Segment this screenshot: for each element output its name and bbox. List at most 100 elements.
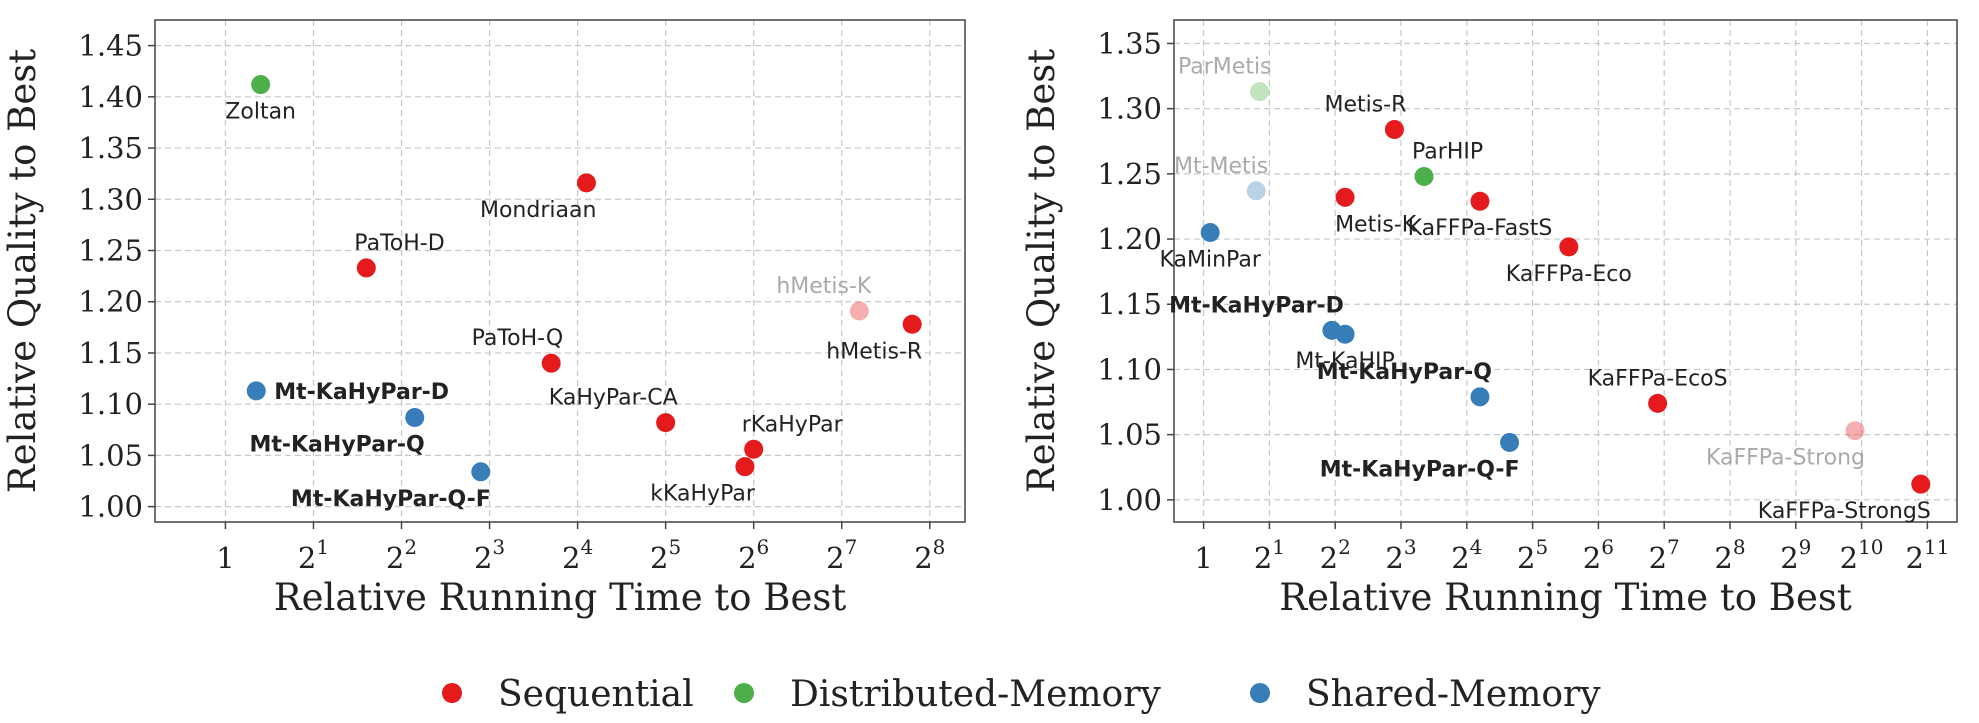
point-label: KaMinPar [1160,248,1262,273]
legend-label-distributed: Distributed-Memory [790,674,1161,715]
x-tick-exponent: 6 [1601,535,1614,559]
data-point-mondriaan [576,173,596,193]
x-tick-exponent: 3 [1404,535,1417,559]
legend-label-sequential: Sequential [498,674,694,715]
data-point-zoltan [251,75,271,95]
point-label: KaHyPar-CA [549,386,678,411]
right-scatter-plot: 1 21 22 23 24 25 26 27 28 29 210 2111.001.051.101.1… [1020,19,1958,619]
x-tick-exponent: 4 [1470,535,1483,559]
data-point-mt-kahypar-q [1470,387,1490,407]
x-tick-label: 24 [562,535,593,575]
point-label: PaToH-D [354,231,444,256]
point-label: PaToH-Q [472,326,564,351]
data-point-hmetis-k [849,301,869,321]
legend-marker-shared [1250,683,1270,703]
data-point-rkahypar [744,439,764,459]
point-label: Metis-R [1324,93,1406,118]
x-axis-title: Relative Running Time to Best [274,576,847,619]
data-point-mt-kahypar-q-f [1500,432,1520,452]
y-tick-label: 1.05 [1097,418,1162,452]
y-tick-label: 1.35 [1097,26,1162,60]
x-tick-exponent: 2 [1338,535,1351,559]
data-point-kaffpa-strong [1845,421,1865,441]
data-point-parmetis [1250,82,1270,102]
y-tick-label: 1.25 [78,234,143,268]
x-tick-exponent: 10 [1858,535,1883,559]
x-tick-label: 28 [914,535,945,575]
point-label: Mt-KaHyPar-Q-F [291,487,491,512]
data-point-metis-k [1335,187,1355,207]
point-label: KaFFPa-EcoS [1588,366,1728,391]
data-point-patoh-d [356,258,376,278]
y-tick-label: 1.15 [78,336,143,370]
data-point-kaminpar [1200,223,1220,243]
point-label: KaFFPa-FastS [1408,216,1553,241]
x-tick-label: 1 [1194,541,1212,575]
x-tick-exponent: 2 [404,535,417,559]
point-label: ParHIP [1412,139,1483,164]
y-tick-label: 1.45 [78,29,143,63]
point-label: Mt-KaHyPar-Q [249,433,424,458]
x-tick-exponent: 5 [669,535,682,559]
point-label: KaFFPa-StrongS [1758,499,1931,524]
x-tick-exponent: 1 [1272,535,1285,559]
x-tick-label: 27 [1649,535,1680,575]
x-tick-label: 21 [1254,535,1285,575]
data-point-kahypar-ca [656,413,676,433]
point-label: rKaHyPar [742,412,844,437]
point-label: Zoltan [225,100,296,125]
plot-frame [1173,19,1958,523]
x-tick-label: 211 [1905,535,1949,575]
data-point-mt-metis [1246,181,1266,201]
x-axis-title: Relative Running Time to Best [1279,576,1852,619]
plot-frame [154,19,966,523]
x-tick-label: 28 [1714,535,1745,575]
y-tick-label: 1.10 [78,387,143,421]
point-label: Mt-KaHyPar-Q-F [1320,457,1520,482]
data-point-hmetis-r [902,314,922,334]
y-tick-label: 1.20 [1097,222,1162,256]
x-tick-label: 26 [1583,535,1614,575]
legend-label-shared: Shared-Memory [1306,674,1601,715]
data-point-mt-kahypar-q-f [471,462,491,482]
x-tick-label: 22 [386,535,417,575]
point-label: hMetis-K [776,274,872,299]
point-label: KaFFPa-Strong [1706,446,1865,471]
y-tick-label: 1.35 [78,131,143,165]
y-axis-title: Relative Quality to Best [1,49,44,493]
y-tick-label: 1.40 [78,80,143,114]
y-tick-label: 1.20 [78,285,143,319]
y-tick-label: 1.15 [1097,287,1162,321]
data-point-mt-kahypar-q [405,408,425,428]
y-tick-label: 1.30 [1097,92,1162,126]
data-point-kaffpa-fasts [1470,191,1490,211]
data-point-patoh-q [541,353,561,373]
x-tick-label: 25 [650,535,681,575]
legend-marker-distributed [734,683,754,703]
x-tick-exponent: 8 [933,535,946,559]
data-point-kaffpa-strongs [1911,474,1931,494]
x-tick-exponent: 7 [845,535,858,559]
y-axis-title: Relative Quality to Best [1020,49,1063,493]
y-tick-label: 1.05 [78,438,143,472]
data-point-kkahypar [735,457,755,477]
legend: Sequential Distributed-Memory Shared-Memor… [442,674,1601,715]
left-scatter-plot: 1 21 22 23 24 25 26 27 281.001.051.101.151.201.2… [1,19,966,619]
x-tick-exponent: 6 [757,535,770,559]
x-tick-label: 27 [826,535,857,575]
x-tick-exponent: 3 [492,535,505,559]
x-tick-label: 29 [1780,535,1811,575]
x-tick-label: 23 [1385,535,1416,575]
x-tick-label: 1 [216,541,234,575]
y-tick-label: 1.25 [1097,157,1162,191]
x-tick-exponent: 9 [1799,535,1812,559]
x-tick-label: 210 [1840,535,1884,575]
point-label: ParMetis [1178,55,1272,80]
point-label: Mondriaan [480,198,596,223]
data-point-kaffpa-eco [1559,237,1579,257]
y-tick-label: 1.00 [1097,483,1162,517]
point-label: Mt-KaHyPar-D [1169,293,1344,318]
x-tick-label: 21 [298,535,329,575]
x-tick-label: 22 [1320,535,1351,575]
